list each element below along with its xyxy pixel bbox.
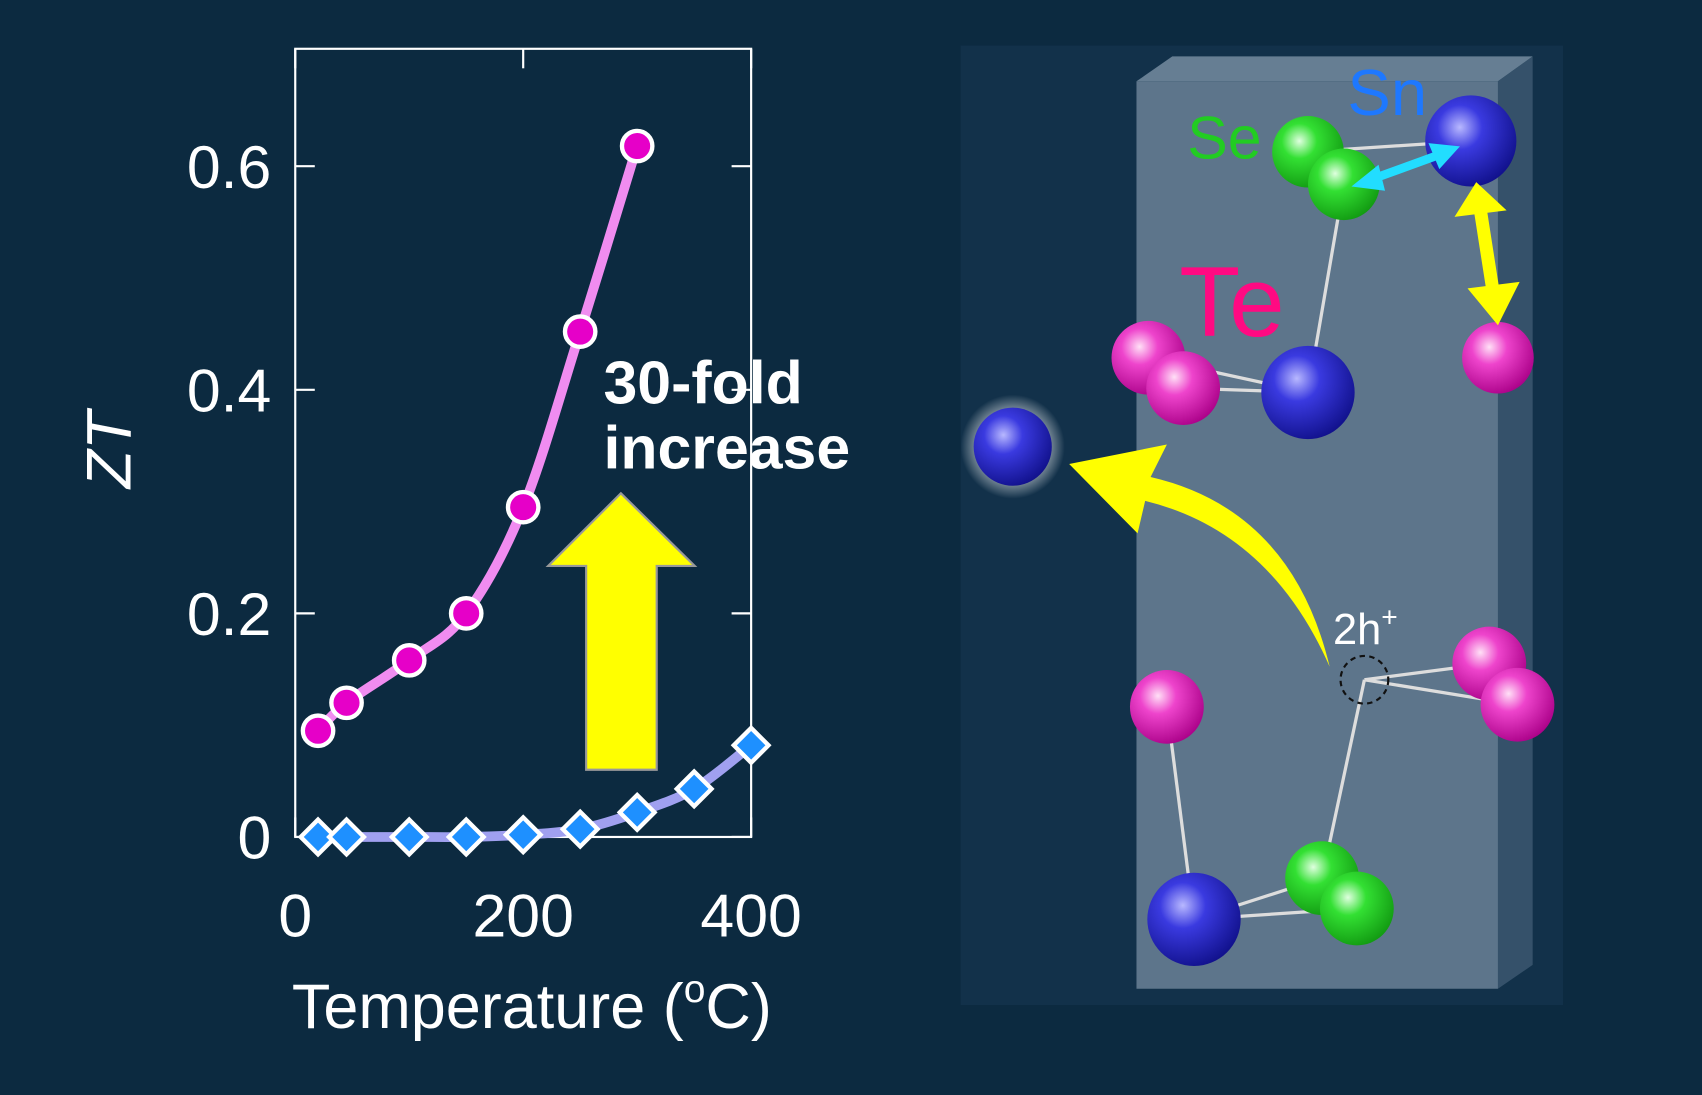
point (300, 713, 336, 749)
point (502, 814, 544, 856)
sn-atom (1425, 95, 1517, 187)
sn-label: Sn (1347, 56, 1427, 129)
x-label-after: C) (705, 972, 771, 1042)
y-tick-label: 0 (238, 804, 272, 872)
te-atom (1480, 667, 1555, 742)
arrow-head (1351, 164, 1386, 191)
point (562, 314, 598, 349)
arrow-head (1428, 143, 1460, 170)
se-atom (1307, 148, 1380, 221)
box-side (1497, 56, 1533, 989)
plot: ZT Temperature (oC) 30-fold increase 0 0.… (75, 47, 851, 1042)
y-axis-label: ZT (75, 407, 145, 490)
se-atom (1319, 871, 1394, 946)
point (616, 791, 658, 833)
sn-atom (1147, 872, 1241, 966)
point (391, 642, 427, 678)
arrow-head (1454, 182, 1507, 217)
box-top (1136, 56, 1533, 82)
te-atom (1462, 321, 1534, 394)
x-axis-label: Temperature (oC) (292, 968, 772, 1042)
te-atom (1129, 670, 1204, 744)
point (388, 816, 430, 858)
sn-atom-free (973, 407, 1052, 486)
point (730, 724, 772, 766)
sn-atom (1261, 345, 1355, 440)
hole-text: 2h (1333, 606, 1381, 654)
point (329, 685, 364, 721)
x-tick-label: 200 (472, 882, 573, 950)
bond-arrow (1474, 210, 1501, 296)
migration-arrow (1069, 444, 1330, 667)
annotation: increase (604, 413, 851, 481)
point (559, 808, 601, 850)
y-tick-label: 0.4 (187, 356, 271, 424)
se-label: Se (1187, 103, 1261, 171)
box-front (1136, 81, 1498, 989)
hole-superscript: + (1381, 601, 1397, 633)
increase-arrow (545, 491, 698, 771)
point (505, 489, 541, 525)
y-tick-label: 0.2 (187, 580, 271, 648)
point (448, 596, 484, 631)
x-label-superscript: o (684, 968, 706, 1011)
bond-arrow (1368, 149, 1443, 185)
te-label: Te (1179, 247, 1284, 358)
arrow-head (1467, 281, 1520, 326)
point (673, 768, 715, 810)
hole-label: 2h+ (1333, 601, 1398, 654)
annotation: 30-fold (604, 348, 803, 416)
y-tick-label: 0.6 (187, 133, 271, 201)
te-atom (1146, 351, 1221, 425)
point (297, 816, 339, 858)
x-label-text: Temperature ( (292, 972, 684, 1042)
point (326, 816, 367, 858)
vacancy (1339, 654, 1390, 705)
crystal-diagram: Sn Se Te 2h+ (960, 45, 1564, 1006)
x-tick-label: 0 (278, 882, 312, 950)
x-tick-label: 400 (700, 882, 801, 950)
point (445, 816, 487, 858)
point (619, 128, 655, 164)
